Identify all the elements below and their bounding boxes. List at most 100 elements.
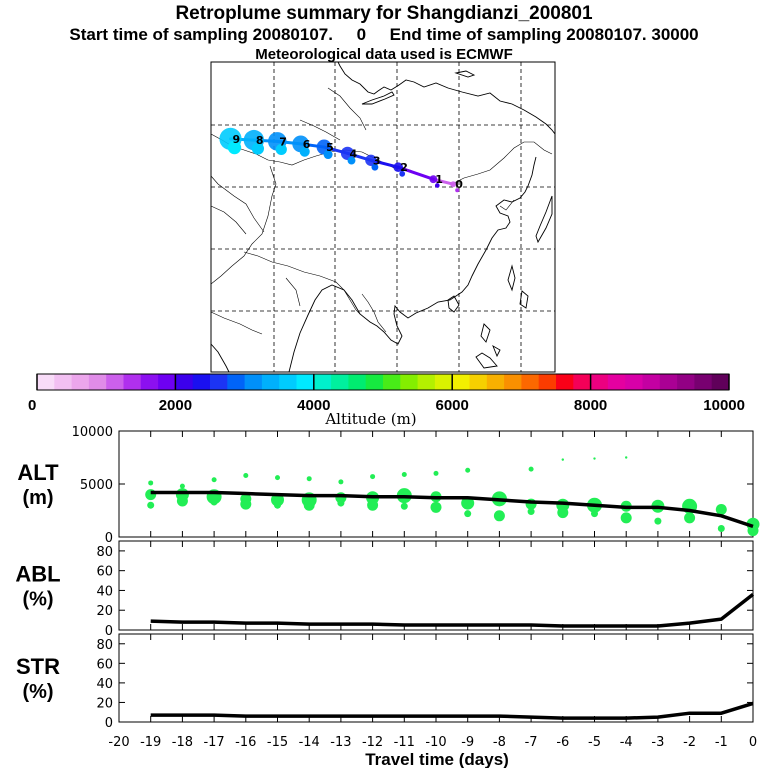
trajectory-labels: 01 2 3 4 5 6 7 8 9 [233,133,464,191]
altitude-point [275,475,280,481]
panel-ylabel-unit: (m) [22,487,53,509]
trajectory-point [455,188,460,193]
altitude-point [493,510,505,522]
colorbar-tick-labels: 0 2000 4000 6000 8000 10000 [28,374,745,414]
trajectory-point [393,162,404,173]
altitude-mean-line [150,490,754,529]
trajectory-point [251,142,265,155]
colorbar-cell [659,374,678,390]
altitude-point [210,498,218,506]
sampling-time-subtitle: Start time of sampling 20080107. 0 End t… [69,25,699,44]
altitude-point [717,525,725,533]
trajectory-point [371,163,379,171]
trajectory-day-label: 9 [233,133,241,146]
trajectory-dots [219,127,460,193]
panel-ylabel: ABL [15,562,60,587]
colorbar-cell [192,374,211,390]
x-tick-label: -7 [525,735,538,750]
y-tick-label: 40 [96,677,113,692]
colorbar-cell [365,374,384,390]
colorbar-cell [642,374,661,390]
x-tick-label: -17 [203,735,224,750]
trajectory-point [299,146,310,157]
colorbar-cells [37,374,730,390]
trajectory-point [434,183,440,188]
x-tick-label: -13 [330,735,351,750]
colorbar-tick-label: 10000 [703,397,745,414]
colorbar-cell [71,374,90,390]
trajectory-point [450,181,457,188]
colorbar-cell [140,374,159,390]
trajectory-day-label: 8 [256,134,264,147]
x-tick-label: -14 [299,735,320,750]
altitude-point [243,473,249,479]
altitude-point [176,495,188,507]
str-panel: 80 60 40 20 0 STR(%) [16,633,754,731]
trajectory-point [429,175,438,184]
y-tick-label: 80 [96,545,113,560]
colorbar-cell [625,374,643,390]
y-tick-label: 10000 [72,425,113,440]
trajectory-point [347,156,356,165]
altitude-point [401,471,407,477]
altitude-point [625,456,628,459]
colorbar-cell [175,374,194,390]
trajectory-day-label: 1 [435,173,443,186]
colorbar-cell [158,374,176,390]
x-tick-label: -16 [235,735,256,750]
altitude-point [561,458,564,461]
x-axis-title: Travel time (days) [365,750,509,768]
altitude-point [430,501,442,513]
x-tick-label: -8 [493,735,506,750]
altitude-point [148,480,154,486]
altitude-point [433,470,439,476]
y-tick-label: 5000 [80,478,113,493]
panel-ylabel: ALT [17,460,59,485]
altitude-point [400,502,408,510]
colorbar: 0 2000 4000 6000 8000 10000 Altitude (m) [28,373,745,428]
y-tick-label: 0 [105,531,113,546]
panel-frame [118,633,754,723]
altitude-point [179,483,185,489]
colorbar-cell [469,374,488,390]
y-tick-label: 20 [96,696,113,711]
altitude-point [338,479,344,485]
colorbar-cell [348,374,367,390]
colorbar-tick-label: 0 [28,397,36,414]
trajectory-day-label: 6 [303,138,311,151]
str-line [150,701,754,720]
colorbar-cell [106,374,124,390]
chart-title: Retroplume summary for Shangdianzi_20080… [175,3,593,24]
altitude-point [271,493,284,507]
panel-ylabel-unit: (%) [22,589,53,611]
panel-frame [118,540,754,631]
y-tick-label: 60 [96,565,113,580]
x-tick-label: -3 [651,735,664,750]
colorbar-cell [244,374,263,390]
colorbar-cell [677,374,695,390]
altitude-point [274,501,281,509]
x-tick-label: -18 [172,735,193,750]
x-tick-label: -10 [425,735,446,750]
y-tick-label: 80 [96,638,113,653]
trajectory-point [340,146,355,160]
trajectory-day-label: 5 [326,141,334,154]
altitude-point [557,507,569,519]
altitude-point [527,508,535,516]
colorbar-cell [123,374,142,390]
abl-line [150,593,755,628]
x-tick-label: -4 [620,735,633,750]
colorbar-cell [486,374,505,390]
altitude-point [528,466,534,472]
map-frame [210,61,556,373]
altitude-point [747,525,759,537]
y-tick-label: 60 [96,657,113,672]
y-tick-label: 20 [96,604,113,619]
altitude-point [240,498,252,510]
trajectory-point [323,150,333,160]
altitude-point [461,496,475,510]
x-tick-label: -9 [461,735,474,750]
colorbar-cell [590,374,609,390]
meteorology-subtitle: Meteorological data used is ECMWF [255,46,513,63]
